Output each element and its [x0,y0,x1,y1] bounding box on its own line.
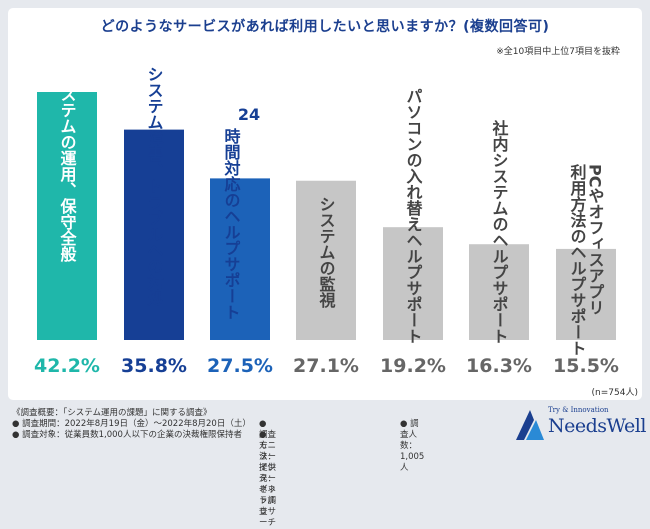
chart-title: どのようなサービスがあれば利用したいと思いますか？(複数回答可) [100,19,550,35]
bar-chart: システムの運用、保守全般 42.2% システム障害、トラブルへの対処 35.8% 24 時… [34,66,619,377]
bar-3 [210,178,270,340]
excerpt-note: ※全10項目中上位7項目を抜粋 [496,47,620,57]
bar-label-line: システム障害、トラブルへの対処 [145,66,165,307]
bar-1 [37,92,97,340]
logo-name: NeedsWell [548,415,646,437]
bar-5 [383,227,443,340]
survey-overview: 《調査概要：「システム運用の課題」に関する調査》 ● 調査期間：2022年8月1… [12,408,424,528]
logo-mark-icon [516,410,544,440]
bar-4 [296,180,356,340]
logo-tagline: Try & Innovation [548,406,609,414]
bar-label-2: システム障害、トラブルへの対処 [145,66,165,307]
sample-size-note: (n=754人) [591,388,638,398]
bar-label-line: パソコンの入れ替えヘルプサポート [404,88,423,344]
bar-label-5: パソコンの入れ替えヘルプサポート [404,88,423,344]
bar-label-line: 社内システムのヘルプサポート [490,119,510,344]
survey-period: ● 調査期間：2022年8月19日（金）〜2022年8月20日（土） [12,419,251,429]
monitor-provider: ● モニター提供元：ゼネラルリサーチ [259,430,277,528]
bar-label-line: システムの運用、保守全般 [58,70,78,263]
value-label-5: 19.2% [380,355,446,377]
bar-label-line: 時間対応のヘルプサポート [222,127,242,320]
value-label-7: 15.5% [553,355,619,377]
bar-label-line: PCやオフィスアプリ [586,164,605,315]
bar-label-1: システムの運用、保守全般 [58,70,78,263]
needswell-logo: Try & Innovation NeedsWell [514,404,646,444]
value-label-4: 27.1% [293,355,359,377]
bar-6 [469,244,529,340]
bar-label-line: 利用方法のヘルプサポート [568,163,587,356]
value-label-3: 27.5% [207,355,273,377]
survey-target: ● 調査対象：従業員数1,000人以下の企業の決裁権限保持者 [12,430,242,440]
value-label-2: 35.8% [121,355,187,377]
bar-label-4: システムの監視 [317,196,337,309]
bar-2 [124,129,184,340]
bar-label-line: 24 [238,105,260,124]
bar-7 [556,248,616,340]
survey-overview-title: 《調査概要：「システム運用の課題」に関する調査》 [12,408,212,418]
value-label-6: 16.3% [466,355,532,377]
survey-count: ● 調査人数：1,005人 [400,419,425,473]
bar-label-3: 24 時間対応のヘルプサポート [222,105,261,320]
bar-label-line: システムの監視 [317,196,337,309]
value-label-1: 42.2% [34,355,100,377]
bar-label-6: 社内システムのヘルプサポート [490,119,510,344]
